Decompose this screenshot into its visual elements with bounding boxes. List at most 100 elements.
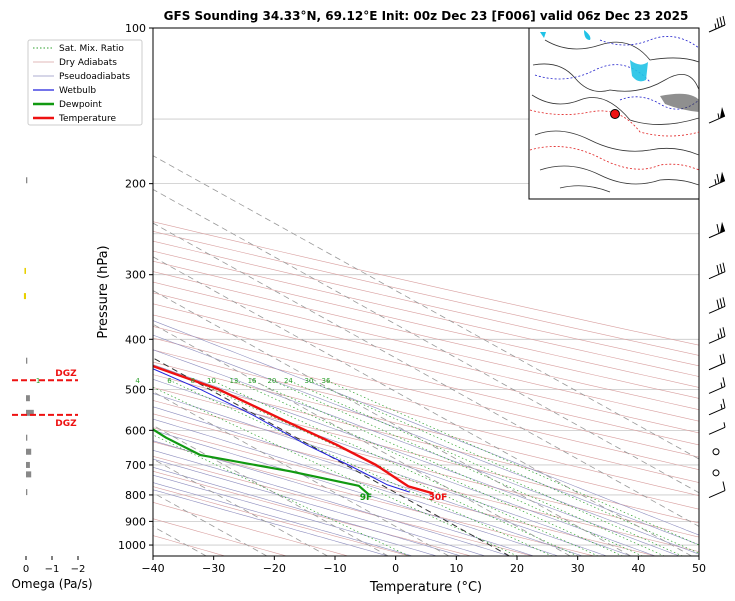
isotherm bbox=[153, 188, 699, 494]
wind-barb-icon bbox=[708, 353, 726, 371]
omega-bar bbox=[24, 267, 26, 274]
inset-map bbox=[528, 27, 700, 200]
dry-adiabat bbox=[153, 337, 699, 471]
dry-adiabat bbox=[153, 486, 410, 556]
y-tick-label: 600 bbox=[125, 424, 146, 437]
pseudoadiabat bbox=[153, 334, 699, 546]
mixing-ratio-label: 20 bbox=[267, 377, 276, 385]
isotherm bbox=[153, 424, 389, 556]
pseudoadiabat bbox=[153, 364, 680, 556]
omega-bar bbox=[26, 177, 28, 184]
isotherm bbox=[153, 391, 450, 556]
dry-adiabat bbox=[153, 292, 699, 422]
legend-label: Pseudoadiabats bbox=[59, 72, 130, 82]
mixing-ratio-label: 16 bbox=[248, 377, 257, 385]
y-tick-label: 300 bbox=[125, 269, 146, 282]
x-axis-ticks: −40 −30 −20 −10 0 10 20 30 40 50 bbox=[141, 556, 706, 575]
pseudoadiabat bbox=[153, 458, 486, 556]
legend-label: Sat. Mix. Ratio bbox=[59, 44, 124, 54]
pseudoadiabat bbox=[153, 489, 389, 556]
mixing-ratio-line bbox=[308, 379, 699, 554]
wind-barb-icon bbox=[708, 377, 726, 394]
surface-dewpoint-label: 9F bbox=[360, 493, 372, 503]
chart-title: GFS Sounding 34.33°N, 69.12°E Init: 00z … bbox=[164, 9, 689, 23]
isotherm-zero bbox=[153, 357, 510, 556]
mixing-ratio-line bbox=[271, 379, 665, 556]
x-tick-label: −40 bbox=[141, 562, 164, 575]
station-marker-icon bbox=[610, 109, 620, 119]
isotherms bbox=[0, 28, 699, 556]
omega-bar bbox=[23, 293, 26, 300]
pseudoadiabat bbox=[153, 449, 510, 556]
pseudoadiabat bbox=[153, 467, 462, 556]
x-tick-label: 40 bbox=[631, 562, 645, 575]
mixing-ratio-line bbox=[211, 379, 599, 556]
omega-xlabel: Omega (Pa/s) bbox=[11, 577, 92, 591]
wind-barb-icon bbox=[708, 262, 726, 280]
mixing-ratio-line bbox=[288, 379, 683, 556]
isotherm bbox=[153, 323, 571, 556]
omega-bar bbox=[26, 434, 28, 441]
dry-adiabat bbox=[153, 413, 699, 552]
dry-adiabat bbox=[153, 441, 595, 556]
x-tick-label: −10 bbox=[323, 562, 346, 575]
pseudoadiabat bbox=[153, 393, 631, 556]
isotherm bbox=[153, 290, 632, 556]
calm-wind-icon bbox=[712, 469, 720, 477]
omega-tick-label: 0 bbox=[23, 564, 29, 575]
omega-bar bbox=[26, 489, 28, 496]
omega-tick-label: −2 bbox=[71, 564, 86, 575]
y-tick-label: 400 bbox=[125, 333, 146, 346]
dewpoint-profile bbox=[153, 428, 371, 496]
omega-bar bbox=[26, 409, 34, 416]
mixing-ratio-lines bbox=[153, 379, 699, 556]
wetbulb-profile bbox=[153, 368, 410, 493]
dry-adiabat bbox=[153, 470, 472, 556]
y-tick-label: 700 bbox=[125, 459, 146, 472]
wind-barb-icon bbox=[708, 327, 726, 344]
surface-temperature-label: 30F bbox=[429, 493, 448, 503]
omega-panel: 0 −1 −2 Omega (Pa/s) DGZ DGZ bbox=[8, 177, 93, 591]
wind-barbs bbox=[708, 15, 726, 498]
pseudoadiabat bbox=[153, 482, 413, 556]
y-axis-label: Pressure (hPa) bbox=[96, 245, 111, 338]
x-tick-label: 30 bbox=[571, 562, 585, 575]
pseudoadiabat bbox=[153, 418, 583, 556]
dry-adiabat bbox=[153, 349, 699, 483]
mixing-ratio-label: 10 bbox=[207, 377, 216, 385]
y-tick-label: 200 bbox=[125, 178, 146, 191]
x-axis-label: Temperature (°C) bbox=[369, 580, 482, 595]
y-tick-label: 100 bbox=[125, 22, 146, 35]
dry-adiabat bbox=[153, 221, 699, 346]
pseudoadiabat bbox=[153, 430, 559, 556]
mixing-ratio-line bbox=[233, 379, 623, 556]
plot-frame bbox=[152, 27, 700, 557]
legend-label: Temperature bbox=[58, 114, 116, 124]
isotherm bbox=[153, 458, 328, 556]
wind-barb-icon bbox=[708, 107, 726, 124]
mixing-ratio-line bbox=[251, 379, 643, 556]
mixing-ratio-line bbox=[325, 379, 699, 546]
x-tick-label: −30 bbox=[202, 562, 225, 575]
legend: Sat. Mix. Ratio Dry Adiabats Pseudoadiabat… bbox=[27, 39, 143, 126]
dry-adiabats bbox=[153, 221, 699, 556]
legend-label: Dry Adiabats bbox=[59, 58, 117, 68]
omega-bar bbox=[26, 448, 32, 455]
isotherm bbox=[0, 28, 24, 556]
y-tick-label: 900 bbox=[125, 515, 146, 528]
dry-adiabat bbox=[153, 314, 699, 446]
calm-wind-icon bbox=[712, 448, 720, 456]
dry-adiabat bbox=[153, 502, 349, 556]
mixing-ratio-line bbox=[169, 379, 553, 556]
surface-labels: 9F 30F bbox=[360, 493, 448, 503]
mixing-ratio-label: 30 bbox=[304, 377, 313, 385]
y-tick-label: 500 bbox=[125, 383, 146, 396]
legend-label: Wetbulb bbox=[59, 86, 96, 96]
dgz-label: DGZ bbox=[55, 419, 77, 429]
wind-barb-icon bbox=[708, 398, 726, 416]
wind-barb-icon bbox=[708, 481, 726, 498]
wind-barb-icon bbox=[708, 422, 726, 435]
dry-adiabat bbox=[153, 518, 287, 556]
x-tick-label: −20 bbox=[263, 562, 286, 575]
pseudoadiabat bbox=[153, 379, 656, 556]
